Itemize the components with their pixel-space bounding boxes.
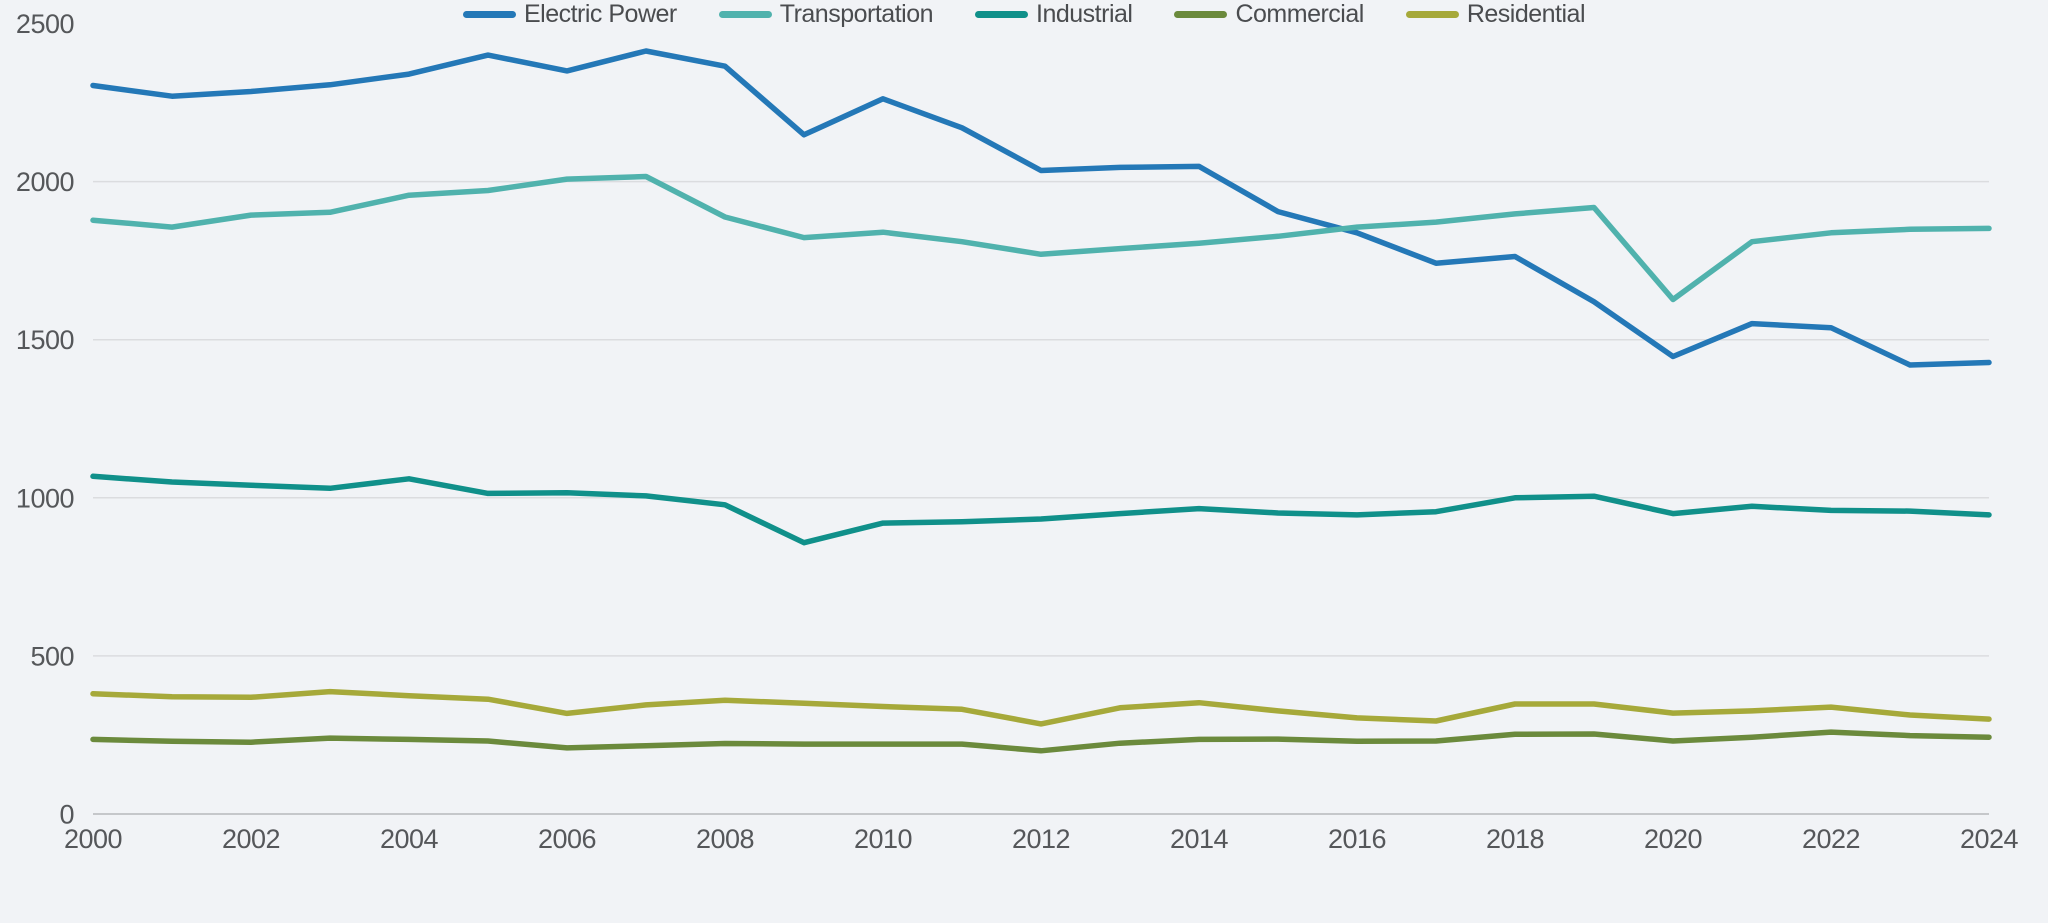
legend-item-commercial[interactable]: Commercial [1174,0,1364,29]
x-tick-label-2008: 2008 [696,824,754,854]
legend-item-electric-power[interactable]: Electric Power [462,0,677,29]
y-tick-label-0: 0 [59,800,74,830]
x-tick-label-2002: 2002 [222,824,280,854]
x-tick-label-2010: 2010 [854,824,912,854]
x-tick-label-2004: 2004 [380,824,439,854]
x-tick-label-2012: 2012 [1012,824,1070,854]
y-tick-label-2000: 2000 [16,167,74,197]
legend-item-residential[interactable]: Residential [1405,0,1586,29]
series-line-commercial [90,729,1992,754]
y-tick-label-2500: 2500 [16,9,74,39]
legend-swatch-transportation [718,11,772,18]
series-lines [90,48,1992,754]
series-line-industrial [90,473,1992,546]
x-tick-label-2024: 2024 [1960,824,2019,854]
x-tick-label-2018: 2018 [1486,824,1544,854]
x-tick-label-2016: 2016 [1328,824,1386,854]
legend-label-transportation: Transportation [779,0,934,28]
legend-label-commercial: Commercial [1235,0,1364,28]
x-tick-label-2014: 2014 [1170,824,1229,854]
chart-legend: Electric Power Transportation Industrial… [0,0,2048,29]
x-tick-label-2020: 2020 [1644,824,1702,854]
x-tick-label-2006: 2006 [538,824,596,854]
series-line-electric-power [90,48,1992,368]
legend-swatch-residential [1405,11,1459,18]
legend-swatch-commercial [1174,11,1228,18]
y-tick-label-1000: 1000 [16,483,74,513]
series-line-transportation [90,173,1992,303]
y-tick-label-500: 500 [30,641,74,671]
y-tick-label-1500: 1500 [16,325,74,355]
legend-swatch-industrial [975,11,1029,18]
x-axis-labels: 2000 2002 2004 2006 2008 2010 2012 2014 2016 2018… [64,824,2019,854]
x-tick-label-2022: 2022 [1802,824,1860,854]
x-tick-label-2000: 2000 [64,824,122,854]
legend-swatch-electric-power [462,11,516,18]
gridlines [93,180,1989,815]
legend-label-residential: Residential [1466,0,1586,28]
legend-item-transportation[interactable]: Transportation [718,0,934,29]
legend-item-industrial[interactable]: Industrial [975,0,1133,29]
series-line-residential [90,688,1992,727]
legend-label-industrial: Industrial [1036,0,1133,28]
legend-label-electric-power: Electric Power [523,0,677,28]
y-axis-labels: 0 500 1000 1500 2000 2500 [16,9,75,830]
